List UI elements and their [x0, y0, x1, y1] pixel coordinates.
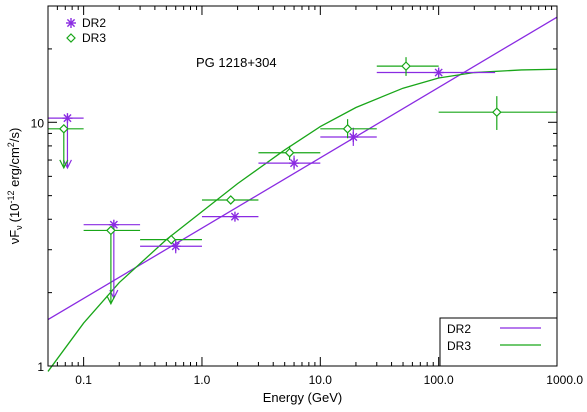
y-label-close: /s): [7, 128, 22, 142]
plot-frame: [47, 5, 558, 367]
asterisk-marker: [433, 67, 444, 78]
asterisk-marker: [62, 113, 73, 124]
data-point-dr2: [201, 211, 259, 222]
asterisk-marker: [289, 158, 300, 169]
y-label-open: (10: [7, 204, 22, 223]
legend-entry-dr3: DR3: [66, 31, 106, 45]
legend-label-dr3: DR3: [82, 31, 106, 45]
diamond-marker: [401, 61, 411, 71]
asterisk-marker: [108, 219, 119, 230]
chart-title: PG 1218+304: [196, 55, 277, 70]
arrow-head-icon: [62, 159, 72, 170]
legend-fit-entry-dr2: DR2: [447, 322, 541, 336]
legend-entry-dr2: DR2: [66, 16, 106, 30]
y-label-exp: -12: [6, 191, 16, 204]
data-point-dr3: [83, 225, 141, 306]
data-point-dr2: [48, 113, 84, 170]
fit-line-dr3: [47, 68, 558, 372]
legend-label-dr2: DR2: [82, 16, 106, 30]
legend-fits: DR2 DR3: [439, 317, 558, 367]
x-tick-label: 10.0: [309, 373, 333, 387]
data-point-dr3: [140, 234, 202, 245]
legend-fit-label-dr3: DR3: [447, 339, 471, 353]
legend-asterisk-icon: [66, 18, 76, 28]
y-label-mid: erg/cm: [7, 147, 22, 190]
data-point-dr2: [376, 67, 496, 78]
y-label-sq: 2: [6, 142, 16, 147]
data-point-dr3: [48, 123, 84, 170]
arrow-head-icon: [106, 295, 116, 306]
x-tick-label: 0.1: [75, 373, 92, 387]
x-tick-label: 1000.0: [546, 373, 583, 387]
asterisk-marker: [170, 241, 181, 252]
legend-box: [439, 317, 558, 367]
data-series: [48, 57, 557, 306]
legend-diamond-icon: [66, 33, 76, 43]
x-axis-label: Energy (GeV): [263, 390, 342, 405]
x-tick-label: 1.0: [194, 373, 211, 387]
diamond-marker: [225, 195, 236, 205]
diamond-marker: [491, 107, 502, 118]
data-point-dr3: [438, 96, 557, 130]
data-point-dr2: [258, 155, 321, 170]
data-point-dr2: [320, 127, 377, 146]
fit-curves: [47, 16, 558, 372]
legend-fit-label-dr2: DR2: [447, 322, 471, 336]
data-point-dr2: [140, 239, 202, 254]
diamond-marker: [342, 123, 353, 134]
y-tick-label: 10: [31, 116, 45, 130]
asterisk-marker: [229, 211, 240, 222]
legend-markers: DR2 DR3: [66, 16, 106, 45]
legend-fit-entry-dr3: DR3: [447, 339, 541, 353]
series-dr2: [48, 67, 496, 300]
diamond-marker: [106, 225, 116, 236]
data-point-dr3: [320, 119, 377, 139]
data-point-dr3: [201, 195, 259, 205]
diamond-marker: [58, 123, 69, 134]
diamond-marker: [284, 147, 295, 158]
y-tick-label: 1: [37, 360, 44, 374]
x-tick-label: 100.0: [424, 373, 454, 387]
y-label-sub: ν: [14, 225, 24, 230]
y-label-main: νF: [7, 230, 22, 245]
series-dr3: [48, 57, 557, 306]
arrow-head-icon: [59, 159, 69, 170]
asterisk-marker: [348, 132, 359, 143]
fit-line-dr2: [47, 16, 558, 321]
data-point-dr3: [258, 145, 321, 161]
svg-text:νFν(10-12 erg/cm2/s): νFν (10-12 erg/cm2/s): [6, 128, 24, 245]
y-axis-label: νFν (10-12 erg/cm2/s): [6, 128, 24, 245]
diamond-marker: [166, 234, 177, 245]
data-point-dr3: [376, 57, 439, 76]
